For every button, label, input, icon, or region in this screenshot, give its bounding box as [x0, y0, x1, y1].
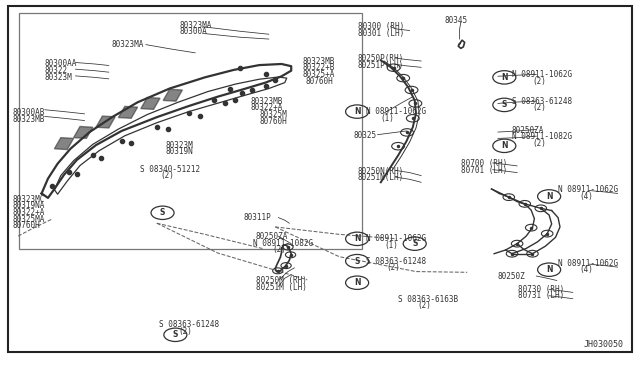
Text: N 08911-1062G: N 08911-1062G — [558, 259, 618, 268]
Text: 80322+A: 80322+A — [251, 103, 284, 112]
Text: 80311P: 80311P — [243, 213, 271, 222]
Text: 80300AB: 80300AB — [13, 108, 45, 117]
Text: 80251P(LH): 80251P(LH) — [357, 61, 403, 70]
Text: (2): (2) — [178, 327, 192, 336]
Text: 80323MB: 80323MB — [13, 115, 45, 124]
Text: S: S — [412, 239, 417, 248]
Text: 80323MB: 80323MB — [251, 97, 284, 106]
Text: N: N — [501, 141, 508, 150]
Text: 80301 (LH): 80301 (LH) — [358, 29, 404, 38]
Text: (2): (2) — [532, 139, 547, 148]
Text: 80300AA: 80300AA — [45, 60, 77, 68]
Text: S 08363-61248: S 08363-61248 — [366, 257, 426, 266]
Polygon shape — [141, 97, 160, 109]
Text: 80319NA: 80319NA — [13, 201, 45, 210]
Text: 80760H: 80760H — [259, 117, 287, 126]
Text: 80322+A: 80322+A — [13, 208, 45, 217]
Text: 80325M: 80325M — [259, 110, 287, 119]
Text: 80250N(RH): 80250N(RH) — [357, 167, 403, 176]
Text: 80345: 80345 — [445, 16, 468, 25]
Text: N 08911-1082G: N 08911-1082G — [253, 239, 314, 248]
Text: 80325: 80325 — [354, 131, 377, 140]
Text: S 08340-51212: S 08340-51212 — [140, 165, 200, 174]
Text: S 08363-6163B: S 08363-6163B — [398, 295, 458, 304]
Text: S: S — [355, 257, 360, 266]
Text: N: N — [354, 107, 360, 116]
Text: N: N — [546, 265, 552, 274]
Text: 80251N(LH): 80251N(LH) — [357, 173, 403, 182]
Polygon shape — [163, 89, 182, 101]
Bar — [19, 13, 362, 249]
Text: N: N — [354, 234, 360, 243]
Text: 80323MB: 80323MB — [302, 57, 335, 66]
Text: N 08911-1082G: N 08911-1082G — [512, 132, 572, 141]
Text: 80323MC: 80323MC — [13, 195, 45, 203]
Text: S 08363-61248: S 08363-61248 — [159, 320, 219, 329]
Text: 80731 (LH): 80731 (LH) — [518, 291, 564, 300]
Text: (1): (1) — [381, 114, 395, 123]
Text: (1): (1) — [384, 241, 398, 250]
Text: S: S — [173, 330, 178, 339]
Text: (2): (2) — [160, 171, 174, 180]
Text: 80250P(RH): 80250P(RH) — [357, 54, 403, 63]
Text: (2): (2) — [532, 103, 547, 112]
Text: S: S — [160, 208, 165, 217]
Text: 80322+B: 80322+B — [302, 63, 335, 72]
Text: N 08911-1062G: N 08911-1062G — [512, 70, 572, 79]
Text: N 08911-1062G: N 08911-1062G — [366, 107, 426, 116]
Text: 80319N: 80319N — [165, 147, 193, 156]
Text: 80250M (RH): 80250M (RH) — [256, 276, 307, 285]
Polygon shape — [96, 116, 115, 128]
Text: (2): (2) — [417, 301, 431, 310]
Text: S: S — [502, 100, 507, 109]
Text: (2): (2) — [272, 246, 286, 254]
Text: 80730 (RH): 80730 (RH) — [518, 285, 564, 294]
Text: (2): (2) — [532, 77, 547, 86]
Text: N: N — [546, 192, 552, 201]
Text: 80701 (LH): 80701 (LH) — [461, 166, 507, 175]
Text: 80250Z: 80250Z — [498, 272, 525, 280]
Text: N: N — [501, 73, 508, 82]
Text: 80325MA: 80325MA — [13, 215, 45, 224]
Text: 80323MA: 80323MA — [179, 21, 212, 30]
Text: N 08911-1062G: N 08911-1062G — [366, 234, 426, 243]
Text: 80325+A: 80325+A — [302, 70, 335, 79]
Text: N: N — [354, 278, 360, 287]
Polygon shape — [118, 106, 138, 118]
Polygon shape — [74, 126, 93, 138]
Text: 80760H: 80760H — [305, 77, 333, 86]
Text: 80700 (RH): 80700 (RH) — [461, 159, 507, 168]
Text: 80323M: 80323M — [165, 141, 193, 150]
Text: 80250ZA: 80250ZA — [512, 126, 545, 135]
Text: 80760H: 80760H — [13, 221, 40, 230]
Text: 80251M (LH): 80251M (LH) — [256, 283, 307, 292]
Text: S 08363-61248: S 08363-61248 — [512, 97, 572, 106]
Text: 80322: 80322 — [45, 66, 68, 75]
Text: 80300A: 80300A — [179, 27, 207, 36]
Polygon shape — [54, 138, 74, 150]
Text: (4): (4) — [579, 192, 593, 201]
Text: 80300 (RH): 80300 (RH) — [358, 22, 404, 31]
Text: N 08911-1062G: N 08911-1062G — [558, 185, 618, 194]
Text: JH030050: JH030050 — [584, 340, 624, 349]
Text: (4): (4) — [579, 265, 593, 274]
Text: 80250ZA: 80250ZA — [256, 232, 289, 241]
Text: (2): (2) — [386, 263, 400, 272]
Text: 80323M: 80323M — [45, 73, 72, 82]
Text: 80323MA: 80323MA — [112, 40, 145, 49]
